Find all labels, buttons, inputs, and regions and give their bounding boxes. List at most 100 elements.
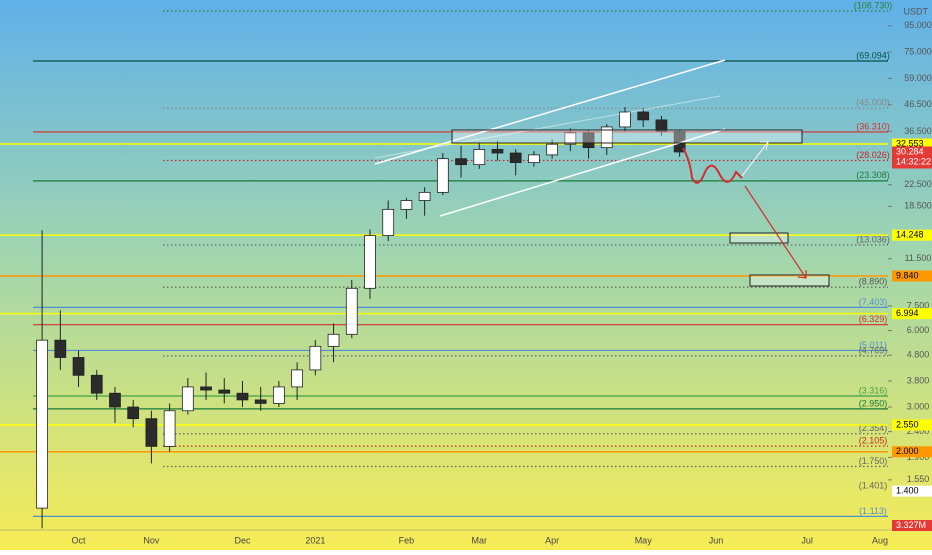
candle-body [181, 386, 194, 412]
volume-tag [892, 520, 932, 531]
x-tick-label: May [635, 535, 653, 545]
y-tick-label: 95.000 [904, 20, 932, 30]
price-tag [892, 308, 932, 320]
price-tag [892, 229, 932, 241]
y-tick-label: 4.800 [907, 350, 930, 360]
price-tag-label: 9.840 [896, 270, 919, 280]
y-tick-label: 59.000 [904, 73, 932, 83]
candle-body [90, 374, 103, 394]
price-tag [892, 146, 932, 169]
level-label: (45.000) [856, 98, 890, 108]
x-tick-label: 2021 [305, 535, 325, 545]
y-tick-label: 18.500 [904, 201, 932, 211]
projection-arrow [741, 141, 769, 177]
x-tick-label: Nov [143, 535, 160, 545]
candle-body [291, 369, 303, 388]
price-tag [892, 419, 932, 431]
candle-body [309, 345, 322, 371]
candle-body [637, 111, 650, 121]
price-tag [892, 270, 932, 282]
candle-body [327, 333, 340, 347]
y-tick-label: 1.550 [907, 474, 930, 484]
level-label: (6.329) [859, 314, 888, 324]
candle-body [236, 392, 249, 401]
channel-line [374, 95, 721, 159]
y-tick-label: 3.800 [907, 375, 930, 385]
x-tick-label: Jun [709, 535, 724, 545]
zone-box [451, 129, 803, 144]
level-label: (1.750) [859, 456, 888, 466]
level-label: (4.769) [859, 345, 888, 355]
projection-arrow [744, 185, 807, 279]
candle-body [127, 406, 140, 420]
price-tag-label: 1.400 [896, 485, 919, 495]
level-label: (69.094) [856, 50, 890, 60]
candle-body [273, 386, 285, 404]
zone-box [749, 274, 830, 287]
price-tag [892, 485, 932, 497]
y-tick-label: 75.000 [904, 46, 932, 56]
candle-body [655, 119, 668, 132]
level-label: (23.308) [856, 170, 890, 180]
candle-body [382, 208, 395, 236]
level-label: (13.036) [856, 234, 890, 244]
candle-body [473, 149, 486, 166]
level-label: (2.105) [859, 435, 888, 445]
drawings [374, 59, 830, 287]
x-tick-label: Dec [234, 535, 251, 545]
candle-body [254, 399, 267, 404]
candle-body [600, 126, 613, 149]
currency-label: USDT [904, 6, 929, 16]
y-tick-label: 46.500 [904, 99, 932, 109]
level-label: (7.403) [859, 297, 888, 307]
price-tag [892, 138, 932, 150]
zone-box [729, 232, 789, 244]
y-tick-label: 11.500 [905, 253, 932, 263]
candle-body [582, 132, 595, 149]
price-tag-label: 6.994 [896, 308, 919, 318]
x-tick-label: Oct [72, 535, 87, 545]
projection-path [682, 147, 743, 184]
level-label: (2.354) [859, 423, 888, 433]
candle-body [72, 357, 85, 376]
candle-body [564, 132, 577, 145]
candle-body [436, 158, 449, 193]
candle-body [455, 158, 467, 166]
candle-body [36, 339, 48, 509]
level-label: (2.950) [859, 398, 888, 408]
level-label: (1.401) [859, 480, 888, 490]
level-label: (28.026) [856, 150, 890, 160]
candle-body [109, 392, 121, 408]
x-tick-label: Aug [872, 535, 888, 545]
x-tick-label: Feb [399, 535, 415, 545]
x-tick-label: Jul [801, 535, 813, 545]
candle-body [364, 235, 376, 289]
candle-body [218, 389, 231, 394]
level-label: (108.730) [854, 0, 893, 10]
y-tick-label: 2.400 [907, 426, 930, 436]
level-label: (5.011) [859, 340, 887, 350]
price-tag-label: 14.248 [896, 230, 924, 240]
candle-body [145, 418, 158, 447]
y-tick-label: 36.500 [904, 126, 932, 136]
level-label: (1.113) [859, 506, 887, 516]
y-tick-label: 7.500 [907, 300, 930, 310]
level-label: (3.316) [859, 385, 888, 395]
y-tick-label: 6.000 [907, 325, 930, 335]
price-tag-label: 32.553 [896, 138, 924, 148]
price-tag-label: 2.000 [896, 446, 919, 456]
x-tick-label: Apr [545, 535, 559, 545]
y-tick-label: 3.000 [907, 401, 930, 411]
candle-body [400, 200, 413, 210]
countdown-label: 14:32:22 [896, 156, 931, 166]
level-label: (8.890) [859, 277, 888, 287]
channel-line [374, 59, 726, 165]
candle-body [163, 410, 176, 447]
candle-body [509, 152, 522, 164]
candle-body [418, 191, 431, 201]
y-tick-label: 22.500 [904, 179, 932, 189]
price-tag-label: 2.550 [896, 419, 919, 429]
candle-body [491, 149, 504, 154]
level-label: (36.310) [856, 121, 890, 131]
